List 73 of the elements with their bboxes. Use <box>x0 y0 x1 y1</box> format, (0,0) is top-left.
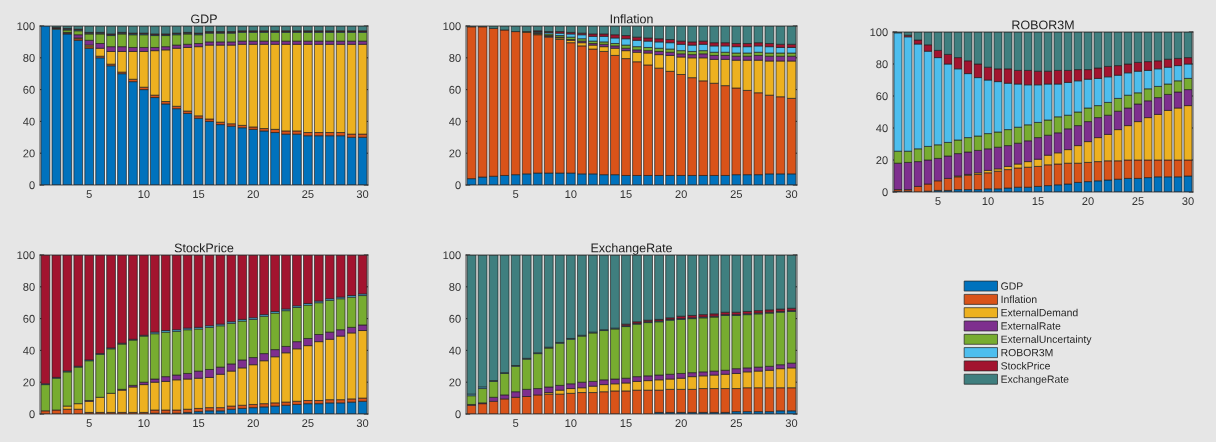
y-tick-label: 100 <box>443 22 461 31</box>
x-tick-label: 30 <box>356 419 369 428</box>
y-tick-label: 20 <box>876 156 888 165</box>
y-tick-label: 0 <box>29 181 35 190</box>
y-tick-label: 60 <box>876 92 888 101</box>
y-tick-label: 40 <box>449 117 461 126</box>
x-tick-label: 25 <box>302 190 314 199</box>
x-tick-label: 5 <box>513 419 519 428</box>
x-tick-label: 30 <box>1182 197 1194 206</box>
x-tick-label: 5 <box>513 190 519 199</box>
x-tick-label: 15 <box>620 419 632 428</box>
legend-label: StockPrice <box>1001 361 1050 370</box>
x-tick-label: 25 <box>730 190 743 199</box>
chart-title: Inflation <box>610 14 653 24</box>
legend-label: ExchangeRate <box>1001 375 1069 385</box>
legend-label: ROBOR3M <box>1001 348 1053 357</box>
x-tick-label: 30 <box>356 190 369 199</box>
y-tick-label: 40 <box>876 124 888 133</box>
x-tick-label: 25 <box>1132 197 1144 206</box>
y-tick-label: 20 <box>23 378 35 387</box>
y-tick-label: 0 <box>455 181 461 190</box>
y-tick-label: 80 <box>876 60 888 69</box>
x-tick-label: 20 <box>675 190 687 199</box>
legend-label: GDP <box>1001 282 1023 290</box>
legend-label: ExternalRate <box>1001 321 1061 330</box>
y-tick-label: 20 <box>449 378 461 387</box>
x-tick-label: 30 <box>785 190 798 199</box>
legend-label: Inflation <box>1001 295 1037 304</box>
y-tick-label: 0 <box>882 188 888 197</box>
x-tick-label: 5 <box>86 190 92 199</box>
x-tick-label: 10 <box>565 419 577 428</box>
y-tick-label: 20 <box>23 149 35 158</box>
x-tick-label: 25 <box>302 419 314 428</box>
y-tick-label: 40 <box>23 117 35 126</box>
x-tick-label: 15 <box>193 419 205 428</box>
x-tick-label: 10 <box>138 419 150 428</box>
x-tick-label: 20 <box>247 190 259 199</box>
chart-title: ExchangeRate <box>591 243 672 255</box>
y-tick-label: 40 <box>23 346 35 355</box>
x-tick-label: 20 <box>247 419 259 428</box>
y-tick-label: 0 <box>455 410 461 419</box>
x-tick-label: 20 <box>675 419 687 428</box>
legend-label: ExternalUncertainty <box>1001 335 1092 346</box>
y-tick-label: 60 <box>23 314 35 323</box>
x-tick-label: 5 <box>86 419 92 428</box>
y-tick-label: 80 <box>23 283 35 291</box>
y-tick-label: 100 <box>443 251 461 260</box>
y-tick-label: 100 <box>870 28 888 37</box>
x-tick-label: 20 <box>1082 197 1094 206</box>
y-tick-label: 80 <box>449 54 461 62</box>
x-tick-label: 25 <box>730 419 743 428</box>
chart-title: GDP <box>191 14 217 24</box>
x-tick-label: 30 <box>785 419 798 428</box>
y-tick-label: 80 <box>449 283 461 291</box>
chart-title: ROBOR3M <box>1012 20 1074 30</box>
x-tick-label: 15 <box>1032 197 1044 206</box>
x-tick-label: 10 <box>138 190 150 199</box>
x-tick-label: 10 <box>565 190 577 199</box>
y-tick-label: 100 <box>17 251 35 260</box>
y-tick-label: 80 <box>23 54 35 62</box>
y-tick-label: 60 <box>449 314 461 323</box>
y-tick-label: 40 <box>449 346 461 355</box>
chart-title: StockPrice <box>174 243 234 253</box>
x-tick-label: 15 <box>620 190 632 199</box>
y-tick-label: 100 <box>17 22 35 31</box>
x-tick-label: 10 <box>982 197 994 206</box>
y-tick-label: 0 <box>29 410 35 419</box>
x-tick-label: 15 <box>193 190 205 199</box>
y-tick-label: 60 <box>23 85 35 94</box>
legend-label: ExternalDemand <box>1001 308 1078 317</box>
y-tick-label: 60 <box>449 85 461 94</box>
y-tick-label: 20 <box>449 149 461 158</box>
x-tick-label: 5 <box>935 197 941 206</box>
